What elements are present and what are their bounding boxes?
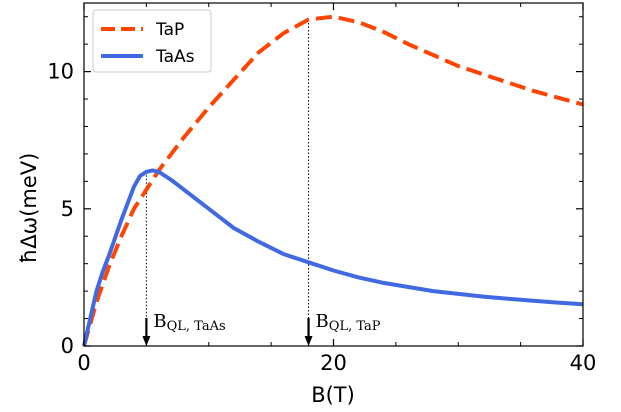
annotation-label-0: BQL, TaAs <box>153 311 225 334</box>
axis-ticks: 0 20 40 0 5 10 <box>47 3 596 375</box>
series-line-tap <box>82 14 584 347</box>
axis-labels: B(T) ħΔω(meV) <box>17 153 355 407</box>
series-line-taas <box>82 168 584 347</box>
y-tick-label: 0 <box>61 334 74 358</box>
annotation-main: B <box>316 311 329 332</box>
x-tick-label: 20 <box>320 351 347 375</box>
x-tick-label: 0 <box>77 351 90 375</box>
x-axis-label: B(T) <box>311 383 355 407</box>
plot-area <box>82 14 584 347</box>
y-axis-label: ħΔω(meV) <box>17 153 41 264</box>
x-tick-label: 40 <box>570 351 597 375</box>
annotation-subscript: QL, TaAs <box>167 319 226 334</box>
legend-label-taas: TaAs <box>155 47 195 67</box>
legend-label-tap: TaP <box>155 20 184 40</box>
annotation-subscript: QL, TaP <box>329 319 381 334</box>
annotation-main: B <box>153 311 166 332</box>
y-tick-label: 5 <box>61 197 74 221</box>
legend: TaP TaAs <box>92 9 212 73</box>
y-tick-label: 10 <box>47 60 74 84</box>
annotations: BQL, TaAs BQL, TaP <box>142 311 381 346</box>
annotation-arrow-head-1 <box>304 336 313 346</box>
annotation-label-1: BQL, TaP <box>316 311 381 334</box>
annotation-arrow-head-0 <box>142 336 151 346</box>
